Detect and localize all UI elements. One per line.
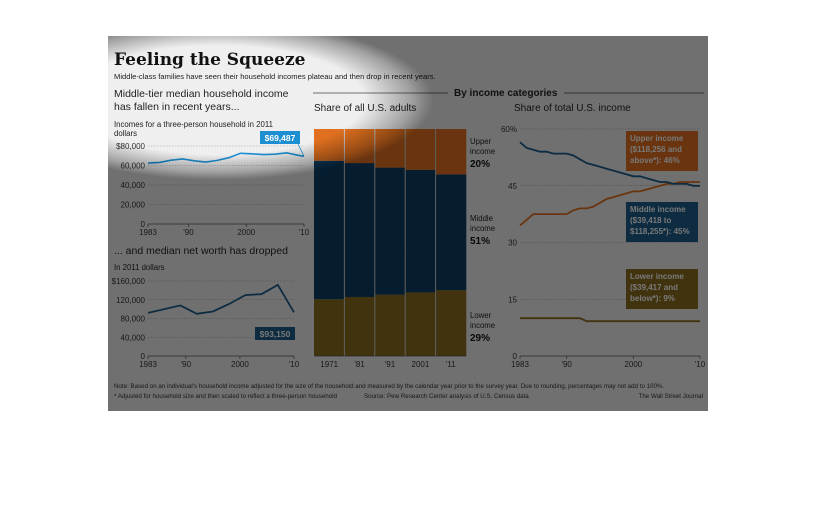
infographic-canvas: Feeling the Squeeze Middle-class familie… bbox=[112, 50, 706, 400]
lower-income-bar bbox=[405, 292, 436, 356]
series-label-text: ($39,418 to bbox=[630, 216, 671, 225]
series-value-label: 51% bbox=[470, 236, 490, 247]
y-tick-label: 0 bbox=[141, 220, 146, 229]
series-label: Lower bbox=[470, 311, 492, 320]
share-of-income-chart: Share of total U.S. income 60% 45 30 15 0198… bbox=[501, 103, 706, 369]
networth-callout-box bbox=[255, 327, 295, 340]
series-label-text: $118,255*): 45% bbox=[630, 227, 690, 236]
series-label-box bbox=[626, 131, 698, 171]
middle-income-bar bbox=[344, 163, 376, 297]
y-tick-label: 0 bbox=[513, 352, 518, 361]
series-label-text: above*): 46% bbox=[630, 156, 680, 165]
infographic: Feeling the Squeeze Middle-class familie… bbox=[108, 36, 708, 411]
y-tick-label: 60,000 bbox=[121, 162, 146, 171]
x-tick-label: 2000 bbox=[237, 228, 255, 237]
y-tick-label: 45 bbox=[508, 182, 517, 191]
chart3-title: Share of all U.S. adults bbox=[314, 103, 416, 114]
share-of-adults-chart: Share of all U.S. adults 1971 '81 '91 2001 '… bbox=[314, 103, 495, 369]
upper-income-bar bbox=[374, 129, 406, 168]
income-line bbox=[147, 151, 305, 164]
networth-data-label: $93,150 bbox=[260, 329, 291, 339]
upper-income-bar bbox=[344, 129, 376, 164]
income-data-label: $69,487 bbox=[265, 133, 296, 143]
middle-income-bar bbox=[405, 169, 436, 293]
y-tick-label: 60% bbox=[501, 125, 517, 134]
x-tick-label: 1971 bbox=[320, 360, 338, 369]
series-label: income bbox=[470, 321, 495, 330]
x-tick-label: '90 bbox=[183, 228, 194, 237]
share-line-upper bbox=[519, 181, 700, 227]
y-tick-label: $80,000 bbox=[116, 142, 145, 151]
chart2-title: ... and median net worth has dropped bbox=[114, 245, 288, 257]
series-label-text: below*): 9% bbox=[630, 294, 675, 303]
series-label-text: Upper income bbox=[630, 134, 684, 143]
chart2-ylabel: In 2011 dollars bbox=[114, 263, 165, 272]
x-tick-label: '90 bbox=[561, 360, 572, 369]
x-tick-label: '11 bbox=[446, 360, 456, 369]
middle-income-bar bbox=[435, 174, 467, 291]
series-value-label: 29% bbox=[470, 333, 490, 344]
chart1-ylabel-line2: dollars bbox=[114, 129, 137, 138]
x-tick-label: 2000 bbox=[624, 360, 642, 369]
footer-source: Source: Pew Research Center analysis of … bbox=[364, 393, 529, 400]
upper-income-bar bbox=[405, 129, 436, 170]
y-tick-label: 120,000 bbox=[116, 296, 145, 305]
x-tick-label: '10 bbox=[695, 360, 706, 369]
x-tick-label: 2000 bbox=[231, 360, 249, 369]
footer-note: Note: Based on an individual's household… bbox=[114, 383, 664, 390]
y-tick-label: 80,000 bbox=[121, 315, 146, 324]
y-tick-label: 40,000 bbox=[121, 333, 146, 342]
chart1-title-line2: has fallen in recent years... bbox=[114, 101, 239, 113]
net-worth-chart: ... and median net worth has dropped In … bbox=[112, 245, 300, 369]
x-tick-label: '10 bbox=[289, 360, 300, 369]
x-tick-label: 1983 bbox=[511, 360, 529, 369]
x-tick-label: '91 bbox=[385, 360, 396, 369]
share-line-lower bbox=[520, 317, 700, 323]
share-line-middle bbox=[519, 141, 700, 187]
series-label: income bbox=[470, 147, 495, 156]
y-tick-label: 30 bbox=[508, 239, 517, 248]
x-tick-label: '10 bbox=[299, 228, 310, 237]
x-tick-label: 1983 bbox=[139, 360, 157, 369]
y-tick-label: 20,000 bbox=[121, 201, 146, 210]
series-label: income bbox=[470, 224, 495, 233]
chart1-title-line1: Middle-tier median household income bbox=[114, 88, 289, 100]
lower-income-bar bbox=[314, 299, 345, 356]
y-tick-label: 0 bbox=[141, 352, 146, 361]
footer-credit: The Wall Street Journal bbox=[639, 393, 703, 400]
upper-income-bar bbox=[435, 129, 467, 175]
series-label-text: Middle income bbox=[630, 205, 686, 214]
y-tick-label: 15 bbox=[508, 295, 517, 304]
series-label: Middle bbox=[470, 214, 493, 223]
middle-income-bar bbox=[374, 167, 406, 295]
series-label: Upper bbox=[470, 137, 492, 146]
x-tick-label: 2001 bbox=[412, 360, 430, 369]
x-tick-label: '81 bbox=[354, 360, 365, 369]
lower-income-bar bbox=[374, 294, 406, 356]
middle-income-bar bbox=[314, 160, 345, 300]
income-callout-leader bbox=[297, 143, 305, 157]
household-income-chart: Middle-tier median household income has … bbox=[114, 88, 310, 237]
y-tick-label: 40,000 bbox=[121, 181, 146, 190]
x-tick-label: '90 bbox=[181, 360, 192, 369]
page-title: Feeling the Squeeze bbox=[114, 50, 306, 70]
footer-asterisk: * Adjusted for household size and then s… bbox=[114, 393, 337, 400]
x-tick-label: 1983 bbox=[139, 228, 157, 237]
series-label-text: Lower income bbox=[630, 272, 684, 281]
series-label-box bbox=[626, 202, 698, 242]
y-tick-label: $160,000 bbox=[112, 277, 146, 286]
series-label-text: ($39,417 and bbox=[630, 283, 678, 292]
series-value-label: 20% bbox=[470, 159, 490, 170]
upper-income-bar bbox=[314, 129, 345, 161]
chart1-ylabel-line1: Incomes for a three-person household in … bbox=[114, 120, 273, 129]
section-title: By income categories bbox=[454, 88, 558, 99]
chart4-title: Share of total U.S. income bbox=[514, 103, 631, 114]
income-callout-box bbox=[260, 131, 300, 144]
series-label-box bbox=[626, 269, 698, 309]
networth-line bbox=[147, 283, 295, 315]
series-label-text: ($118,256 and bbox=[630, 145, 682, 154]
page-subtitle: Middle-class families have seen their ho… bbox=[114, 72, 436, 81]
lower-income-bar bbox=[344, 296, 376, 356]
lower-income-bar bbox=[435, 290, 467, 356]
